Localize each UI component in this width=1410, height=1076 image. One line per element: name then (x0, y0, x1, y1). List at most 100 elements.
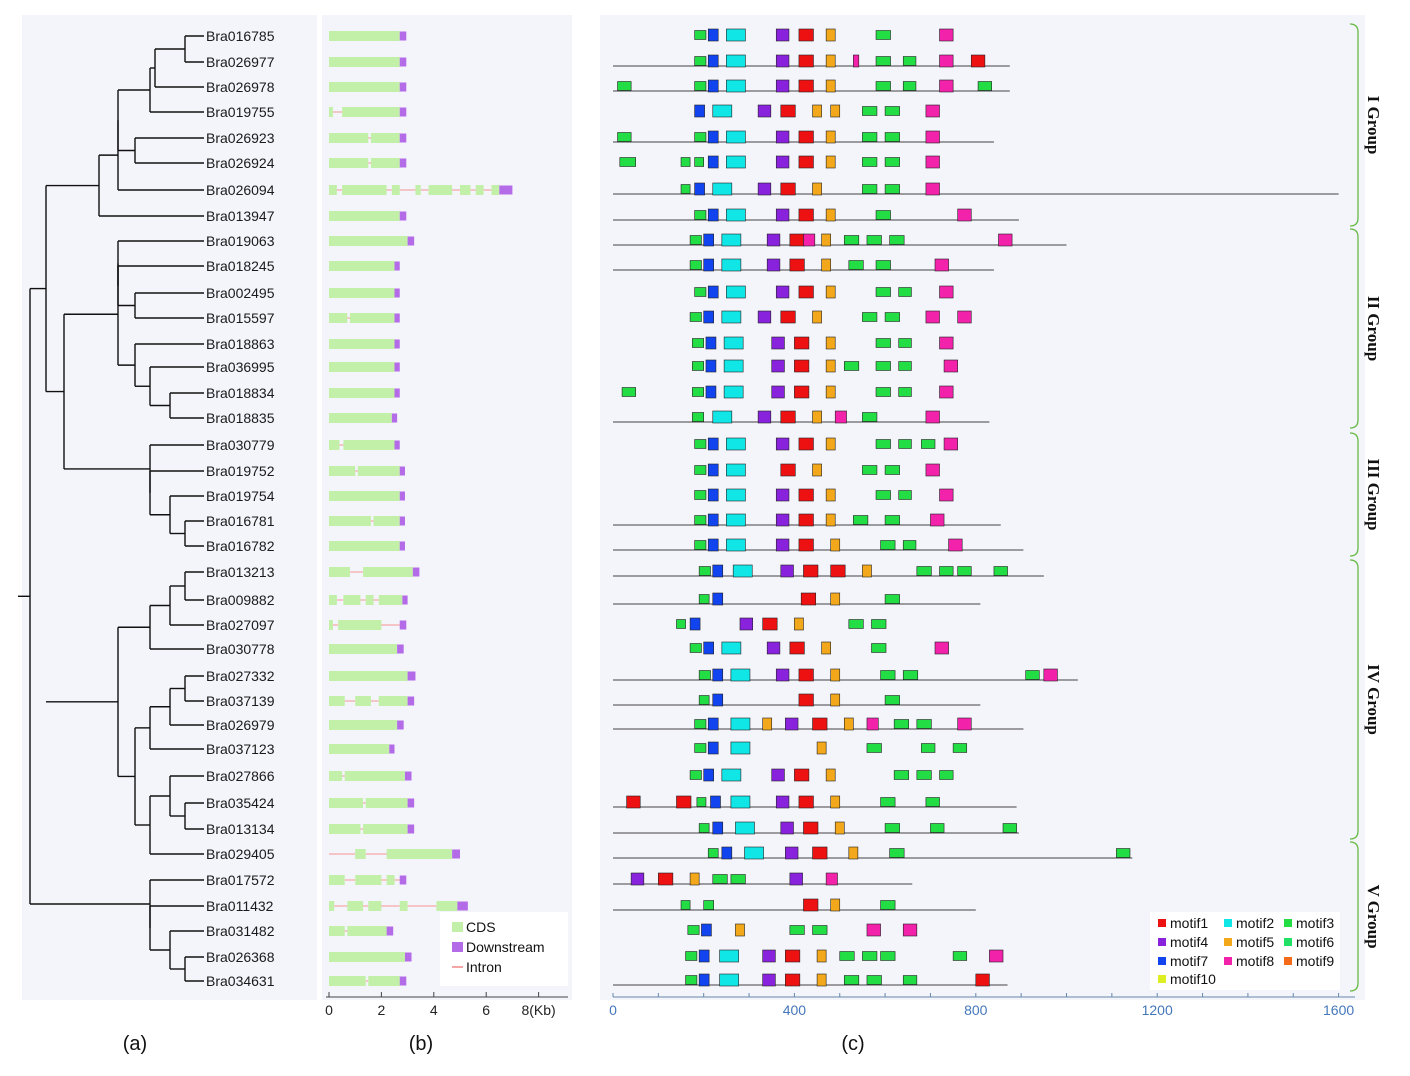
cds-block (329, 261, 395, 271)
motif3-block (866, 235, 882, 245)
motif2-block (723, 359, 744, 373)
gene-axis-tick-label: 0 (325, 1002, 333, 1018)
motif4-block (771, 336, 785, 350)
downstream-block (407, 798, 415, 808)
motif8-block (948, 538, 963, 552)
motif2-block (721, 258, 742, 272)
motif3-block (862, 157, 878, 167)
motif3-block (902, 540, 917, 550)
motif3-block (875, 490, 891, 500)
legend-label: motif1 (1170, 915, 1208, 931)
motif7-block (712, 564, 724, 578)
motif3-block (884, 695, 900, 705)
legend-label: motif2 (1236, 915, 1274, 931)
cds-block (415, 185, 421, 195)
cds-block (436, 901, 458, 911)
motif3-block (884, 823, 900, 833)
downstream-block (399, 491, 405, 501)
motif8-block (939, 336, 954, 350)
cds-block (329, 362, 395, 372)
downstream-block (391, 413, 398, 423)
cds-block (491, 185, 500, 195)
motif1-block (798, 79, 814, 93)
motif3-block (694, 287, 707, 297)
motif3-block (884, 157, 900, 167)
legend-swatch (452, 922, 463, 932)
gene-axis-tick-label: 4 (430, 1002, 438, 1018)
motif2-block (712, 182, 733, 196)
gene-label: Bra017572 (206, 872, 275, 888)
motif5-block (816, 973, 827, 987)
motif4-block (775, 285, 790, 299)
cds-block (329, 133, 369, 143)
motif7-block (707, 437, 719, 451)
gene-label: Bra031482 (206, 923, 275, 939)
gene-label: Bra018835 (206, 410, 275, 426)
cds-block (329, 744, 390, 754)
gene-label: Bra035424 (206, 795, 275, 811)
cds-block (329, 339, 395, 349)
motif7-block (705, 336, 717, 350)
motif1-block (798, 54, 814, 68)
motif5-block (821, 233, 831, 247)
motif3-block (884, 515, 900, 525)
cds-block (329, 824, 361, 834)
motif7-block (712, 821, 724, 835)
motif8-block (902, 923, 918, 937)
cds-block (329, 720, 398, 730)
motif5-block (830, 592, 841, 606)
cds-block (386, 849, 453, 859)
motif-tracks (613, 28, 1339, 987)
motif5-block (830, 693, 841, 707)
motif8-block (939, 385, 954, 399)
motif4-block (762, 973, 776, 987)
motif7-block (707, 741, 719, 755)
cds-block (355, 875, 382, 885)
motif3-block (898, 338, 912, 348)
cds-block (329, 926, 345, 936)
motif3-block (694, 719, 707, 729)
motif5-block (825, 54, 836, 68)
motif3-block (884, 465, 900, 475)
gene-label: Bra019752 (206, 463, 275, 479)
motif4-block (775, 28, 790, 42)
motif-legend-box (1150, 912, 1340, 990)
motif1-block (970, 54, 986, 68)
motif3-block (1116, 848, 1131, 858)
cds-block (329, 595, 337, 605)
motif3-block (916, 566, 932, 576)
gene-label: Bra016782 (206, 538, 275, 554)
gene-label: Bra034631 (206, 973, 275, 989)
motif3-block (939, 770, 954, 780)
motif5-block (825, 208, 836, 222)
motif3-block (880, 797, 896, 807)
group-brackets: I Group II Group III Group IV Group V Group (1349, 23, 1383, 992)
motif3-block (884, 184, 900, 194)
motif5-block (825, 768, 836, 782)
legend-label: Downstream (466, 939, 545, 955)
motif3-block (880, 900, 896, 910)
cds-block (329, 541, 400, 551)
group-bracket (1349, 432, 1359, 557)
cds-block (357, 466, 400, 476)
cds-block (329, 976, 366, 986)
motif3-block (889, 235, 905, 245)
motif3-block (862, 132, 878, 142)
motif8-block (957, 208, 972, 222)
motif7-block (703, 258, 714, 272)
cds-block (349, 313, 395, 323)
motif7-block (703, 768, 714, 782)
cds-block (329, 107, 333, 117)
motif2-block (719, 949, 739, 963)
downstream-block (499, 185, 513, 195)
motif-axis-tick-label: 1200 (1142, 1002, 1173, 1018)
gene-label: Bra016785 (206, 28, 275, 44)
motif3-block (916, 770, 932, 780)
cds-block (329, 696, 345, 706)
downstream-block (407, 824, 415, 834)
motif3-block (884, 106, 900, 116)
gene-label: Bra037139 (206, 693, 275, 709)
motif3-block (698, 594, 710, 604)
motif3-block (843, 975, 860, 985)
motif3-block (930, 823, 945, 833)
